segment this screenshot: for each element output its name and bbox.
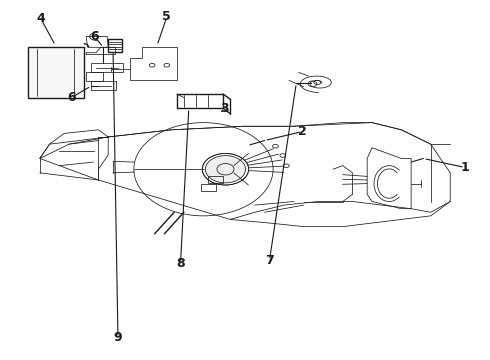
Text: 6: 6: [90, 30, 99, 43]
Text: 5: 5: [163, 10, 171, 23]
Text: 7: 7: [265, 254, 274, 267]
Text: 1: 1: [461, 161, 469, 174]
Ellipse shape: [205, 156, 245, 183]
Text: 3: 3: [220, 102, 229, 115]
Text: 6: 6: [67, 91, 76, 104]
Text: 9: 9: [114, 331, 122, 344]
Text: 2: 2: [298, 125, 307, 138]
Text: 8: 8: [176, 257, 185, 270]
Polygon shape: [27, 47, 84, 98]
Text: 4: 4: [36, 12, 45, 25]
